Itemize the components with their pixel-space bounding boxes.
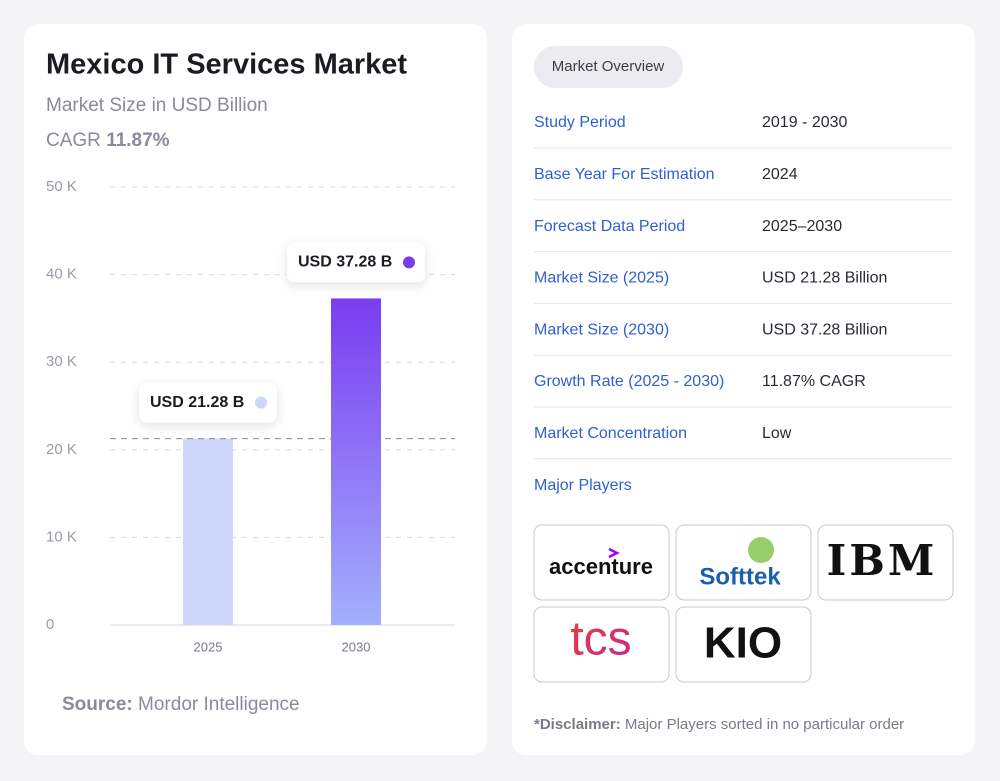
- x-tick-label: 2030: [342, 639, 371, 654]
- y-tick-label: 30 K: [46, 353, 77, 370]
- overview-tab[interactable]: [534, 46, 683, 88]
- chart-title: Mexico IT Services Market: [46, 49, 407, 81]
- bar: [183, 438, 233, 625]
- logo-kio: KIO: [704, 619, 782, 668]
- overview-value: 2024: [762, 166, 798, 183]
- cagr-label: CAGR: [46, 130, 101, 151]
- y-tick-label: 50 K: [46, 178, 77, 195]
- value-label-box: [287, 242, 425, 283]
- logo-box: [817, 524, 954, 601]
- bar: [331, 298, 381, 625]
- cagr: CAGR 11.87%: [46, 130, 170, 151]
- logo-softtek-mark: [748, 537, 774, 563]
- value-label: USD 37.28 B: [287, 242, 425, 283]
- overview-key: Base Year For Estimation: [534, 166, 715, 183]
- overview-key: Growth Rate (2025 - 2030): [534, 373, 724, 390]
- logo-box: [533, 524, 670, 601]
- source-name: Mordor Intelligence: [138, 694, 300, 715]
- overview-value: 2019 - 2030: [762, 114, 848, 131]
- overview-value: USD 37.28 Billion: [762, 321, 887, 338]
- value-label-dot: [403, 256, 415, 269]
- overview-key: Forecast Data Period: [534, 218, 685, 235]
- overview-key: Market Size (2025): [534, 270, 669, 287]
- overview-key: Market Size (2030): [534, 321, 669, 338]
- chart-subtitle: Market Size in USD Billion: [46, 95, 268, 116]
- disclaimer-text: Major Players sorted in no particular or…: [625, 716, 904, 733]
- y-tick-label: 10 K: [46, 528, 77, 545]
- logo-box: [675, 606, 812, 683]
- overview-key: Study Period: [534, 114, 626, 131]
- logo-ibm: IBM: [827, 536, 938, 585]
- player-logos: accenture Softtek IBM tcs KIO: [533, 524, 954, 683]
- y-tick-label: 40 K: [46, 266, 77, 283]
- overview-tab-label[interactable]: Market Overview: [552, 58, 665, 75]
- major-players-label: Major Players: [534, 477, 632, 494]
- value-label-dot: [255, 396, 267, 409]
- logo-box: [675, 524, 812, 601]
- disclaimer-label: *Disclaimer:: [534, 716, 621, 733]
- source: Source: Mordor Intelligence: [62, 694, 300, 715]
- logo-accent: [608, 547, 620, 559]
- y-tick-label: 20 K: [46, 441, 77, 458]
- logo-box: [533, 606, 670, 683]
- cagr-value: 11.87%: [106, 130, 169, 151]
- value-label-text: USD 37.28 B: [298, 254, 392, 271]
- overview-value: 2025–2030: [762, 218, 842, 235]
- disclaimer: *Disclaimer: Major Players sorted in no …: [534, 716, 904, 733]
- value-label-text: USD 21.28 B: [150, 394, 244, 411]
- logo-accenture: accenture: [549, 554, 653, 579]
- overview-value: 11.87% CAGR: [762, 373, 866, 390]
- overview-value: USD 21.28 Billion: [762, 270, 887, 287]
- overview-key: Market Concentration: [534, 425, 687, 442]
- logo-tcs: tcs: [570, 613, 631, 666]
- x-tick-label: 2025: [194, 639, 223, 654]
- value-label-box: [139, 382, 277, 423]
- y-tick-label: 0: [46, 616, 54, 633]
- value-label: USD 21.28 B: [139, 382, 277, 423]
- source-label: Source:: [62, 694, 133, 715]
- overview-value: Low: [762, 425, 792, 442]
- logo-softtek: Softtek: [699, 563, 781, 590]
